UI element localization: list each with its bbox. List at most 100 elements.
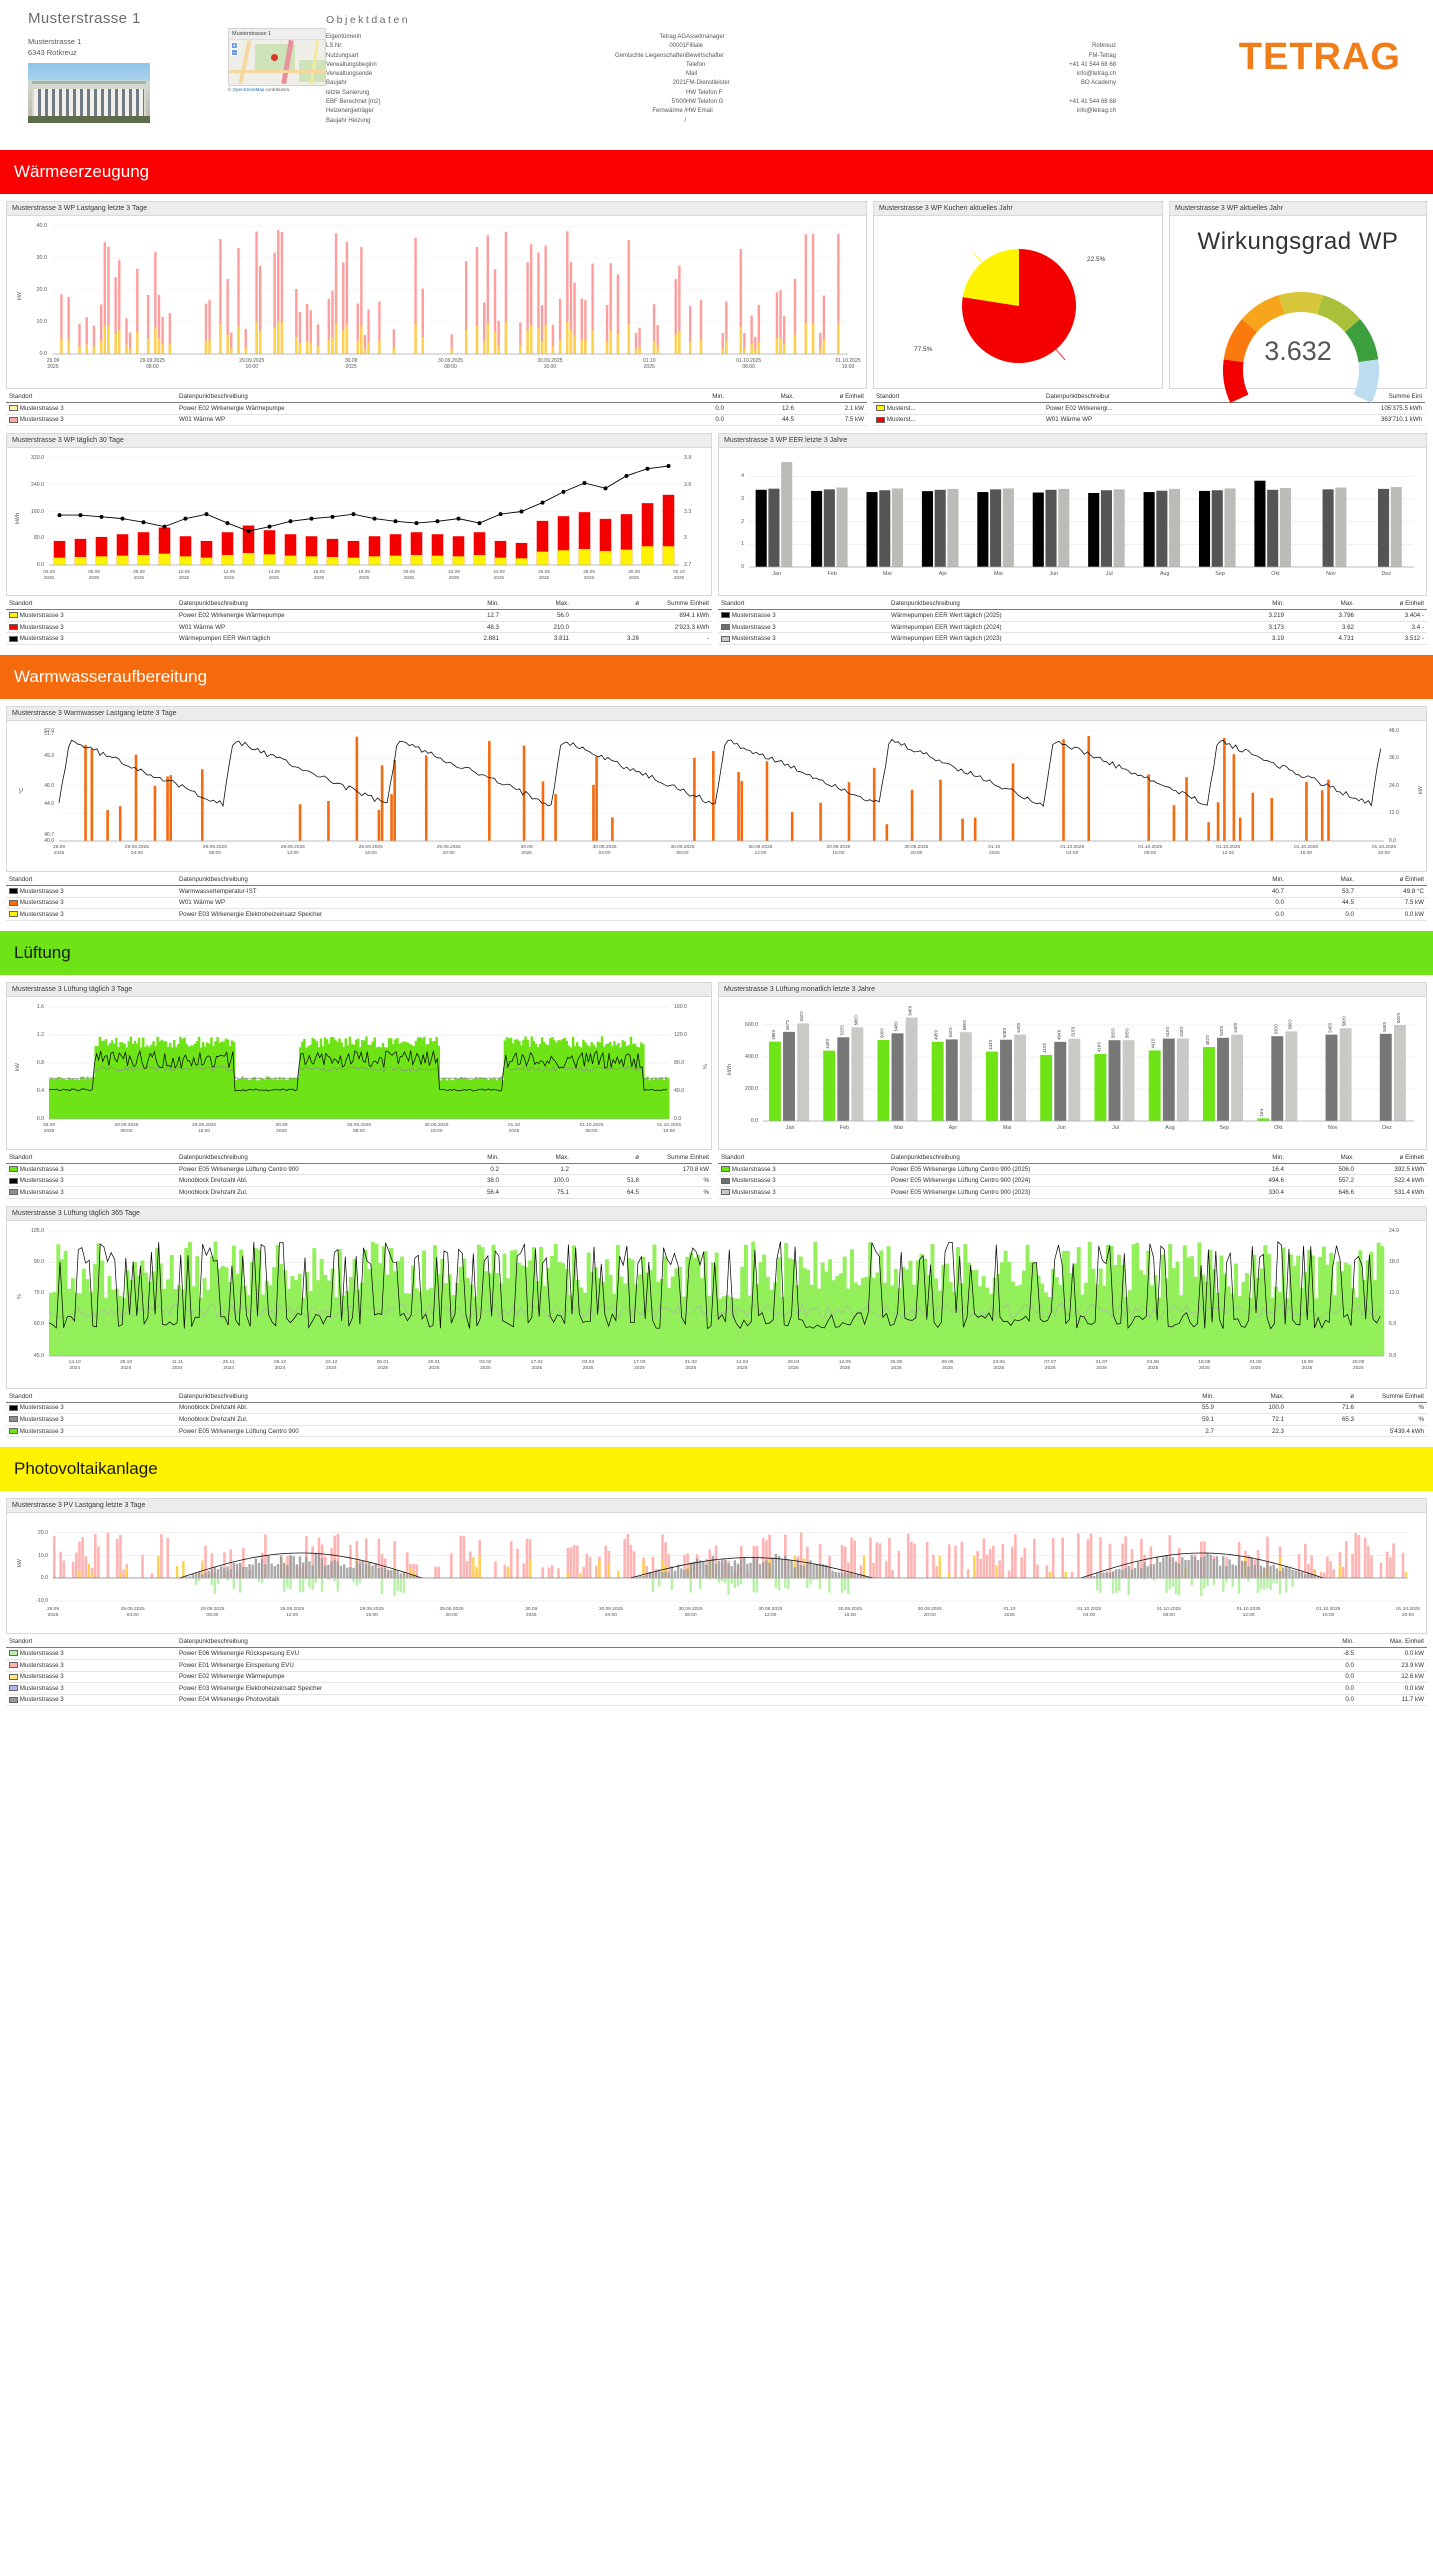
row-description: Power E03 Wirkenergie Elektroheizeinsatz… — [176, 908, 1217, 921]
map-zoom-in-button[interactable]: + — [231, 42, 238, 49]
table-row[interactable]: Musterstrasse 3 Wärmepumpen EER Wert tägl… — [6, 632, 712, 645]
table-row[interactable]: Musterstrasse 3 Power E04 Wirkenergie Pho… — [6, 1694, 1427, 1707]
field-label: Telefon — [686, 61, 706, 68]
axis-tick-label: 6.0 — [1389, 1321, 1397, 1328]
table-row[interactable]: Musterstrasse 3 Warmwassertemperatur-IST 4… — [6, 885, 1427, 898]
table-row[interactable]: Musterstrasse 3 Monoblock Drehzahl Abl. 55… — [6, 1402, 1427, 1415]
axis-tick-label: 30.09 2025 — [344, 358, 358, 370]
chart-wp-taeglich: 0.0 80.0 160.0 240.0 320.0 2.7 3 3.3 3.6 3.9 04.09… — [7, 450, 711, 595]
site-address: Musterstrasse 1 6343 Rotkreuz — [28, 36, 228, 59]
axis-tick-label: Nov — [1327, 1124, 1338, 1131]
axis-tick-label: 04.09 2025 — [43, 569, 55, 581]
chart-svg — [48, 1006, 670, 1120]
axis-tick-label: 03.02 2025 — [479, 1359, 492, 1371]
data-field-row: EBF Berechnet [m2] 5'000 — [326, 98, 686, 107]
svg-text:494'6: 494'6 — [1056, 1029, 1061, 1040]
table-row[interactable]: Musterstrasse 3 Power E05 Wirkenergie Lüf… — [718, 1174, 1427, 1187]
map-canvas[interactable]: + – — [229, 40, 325, 84]
row-value: 646.6 — [1287, 1186, 1357, 1199]
row-value: 12.6 — [727, 402, 797, 415]
row-value: 44.5 — [727, 414, 797, 427]
map-zoom-controls[interactable]: + – — [231, 42, 238, 56]
column-header: Summe Einl — [1355, 391, 1425, 403]
axis-tick-label: 200.0 — [745, 1085, 758, 1092]
waerme-row-2: Musterstrasse 3 WP täglich 30 Tage 0.0 80… — [0, 433, 1433, 597]
table-row[interactable]: Musterst... W01 Wärme WP 363'710.1 kWh — [873, 414, 1425, 427]
panel-lu-monatlich: Musterstrasse 3 Lüftung monatlich letzte… — [718, 981, 1427, 1150]
axis-tick-label: Feb — [839, 1124, 850, 1131]
data-field-row: Bewirtschafter FM-Tetrag — [686, 52, 1116, 61]
column-header: Max. — [502, 598, 572, 611]
axis-tick-label: Mar — [893, 1124, 904, 1131]
axis-tick-label: Jan — [785, 1124, 795, 1131]
table-row[interactable]: Musterstrasse 3 Power E05 Wirkenergie Lüf… — [6, 1425, 1427, 1438]
table-row[interactable]: Musterstrasse 3 W01 Wärme WP 48.3 210.0 2'92… — [6, 621, 712, 634]
map-attribution[interactable]: © OpenStreetMap contributors. — [228, 86, 326, 92]
assetmanager-column: Assetmanager Filliale Rotkreuz Bewirtschaft… — [686, 14, 1116, 140]
gauge-title: Wirkungsgrad WP — [1197, 228, 1399, 255]
gauge-band — [1223, 319, 1258, 363]
table-row[interactable]: Musterstrasse 3 Power E03 Wirkenergie Ele… — [6, 908, 1427, 921]
row-value: 12.6 kW — [1357, 1671, 1427, 1684]
series-color-swatch — [9, 1685, 18, 1692]
table-row[interactable]: Musterstrasse 3 Power E05 Wirkenergie Lüf… — [718, 1163, 1427, 1176]
table-row[interactable]: Musterstrasse 3 Power E02 Wirkenergie Wär… — [6, 609, 712, 622]
row-standort: Musterstrasse 3 — [6, 1163, 176, 1176]
axis-tick-label: 07.07 2025 — [1044, 1359, 1057, 1371]
axis-tick-label: 400.0 — [745, 1053, 758, 1060]
axis-tick-label: 0.0 — [1389, 837, 1396, 844]
axis-tick-label: Sep — [1219, 1124, 1229, 1131]
table-row[interactable]: Musterstrasse 3 Power E06 Wirkenergie Rüc… — [6, 1647, 1427, 1660]
table-row[interactable]: Musterstrasse 3 Wärmepumpen EER Wert tägl… — [718, 621, 1427, 634]
panel-ww-lastgang: Musterstrasse 3 Warmwasser Lastgang letz… — [6, 705, 1427, 872]
building-photo — [28, 62, 150, 123]
axis-tick-label: 29.09.2025 12:00 — [280, 844, 305, 856]
axis-tick-label: 30.09.2025 16:00 — [424, 1122, 449, 1134]
table-row[interactable]: Musterstrasse 3 Power E05 Wirkenergie Lüf… — [6, 1163, 712, 1176]
axis-tick-label: 31.03 2025 — [684, 1359, 697, 1371]
field-label: Baujahr Heizung — [326, 117, 371, 124]
row-standort: Musterstrasse 3 — [6, 632, 176, 645]
table-row[interactable]: Musterst... Power E02 Wirkenergi... 105'37… — [873, 402, 1425, 415]
row-value: 12.7 — [432, 609, 502, 622]
map-widget[interactable]: Musterstrasse 1 + – — [228, 28, 326, 86]
map-zoom-out-button[interactable]: – — [231, 49, 238, 56]
row-standort: Musterstrasse 3 — [718, 1174, 888, 1187]
chart-svg — [749, 462, 1414, 568]
table-row[interactable]: Musterstrasse 3 Monoblock Drehzahl Zul. 59… — [6, 1413, 1427, 1426]
axis-tick-label: 0.8 — [36, 1059, 44, 1066]
axis-tick-label: 29.09.2025 04:00 — [120, 1607, 145, 1619]
table-row[interactable]: Musterstrasse 3 Power E03 Wirkenergie Ele… — [6, 1682, 1427, 1695]
table-row[interactable]: Musterstrasse 3 Power E05 Wirkenergie Lüf… — [718, 1186, 1427, 1199]
column-header: Standort — [6, 1151, 176, 1164]
row-standort: Musterstrasse 3 — [6, 1174, 176, 1187]
table-row[interactable]: Musterstrasse 3 W01 Wärme WP 0.0 44.5 7.5 kW — [6, 897, 1427, 910]
axis-tick-label: 48.0 — [1389, 727, 1399, 734]
openstreetmap-link[interactable]: OpenStreetMap — [232, 87, 265, 92]
table-row[interactable]: Musterstrasse 3 W01 Wärme WP 0.0 44.5 7.5 kW — [6, 414, 867, 427]
chart-wp-kuchen: 22.5% 77.5% — [874, 218, 1162, 388]
map-container[interactable]: Musterstrasse 1 + – © OpenStreetMap c — [228, 10, 326, 140]
axis-tick-label: 46.0 — [44, 782, 54, 789]
panel-title: Musterstrasse 3 Warmwasser Lastgang letz… — [7, 706, 1426, 721]
svg-text:646'6: 646'6 — [908, 1005, 913, 1016]
table-row[interactable]: Musterstrasse 3 Monoblock Drehzahl Zul. 56… — [6, 1186, 712, 1199]
axis-tick-label: 20.0 — [36, 287, 48, 293]
series-color-swatch — [9, 1696, 18, 1703]
field-label: Mail — [686, 71, 698, 78]
standort-label: Musterstrasse 3 — [19, 416, 64, 424]
chart-svg: 496'0 557'2 610'0 440'0 523'0 586'0 506'0 548'0… — [763, 1005, 1414, 1122]
axis-tick-label: 29.09.2025 16:00 — [239, 358, 265, 370]
field-value: +41 41 544 68 68 — [1069, 61, 1116, 68]
table-row[interactable]: Musterstrasse 3 Power E02 Wirkenergie Wär… — [6, 1671, 1427, 1684]
table-row[interactable]: Musterstrasse 3 Power E01 Wirkenergie Ein… — [6, 1659, 1427, 1672]
table-lu-taeglich: Standort Datenpunktbeschreibung Min. Max. ø S… — [6, 1151, 712, 1199]
table-row[interactable]: Musterstrasse 3 Wärmepumpen EER Wert tägl… — [718, 632, 1427, 645]
table-row[interactable]: Musterstrasse 3 Monoblock Drehzahl Abl. 38… — [6, 1174, 712, 1187]
attribution-suffix: contributors. — [264, 87, 291, 92]
field-value: +41 41 544 68 68 — [1069, 99, 1116, 106]
row-description: Power E01 Wirkenergie Einspeisung EVU — [176, 1659, 1287, 1672]
row-value: 48.3 — [432, 621, 502, 634]
table-row[interactable]: Musterstrasse 3 Wärmepumpen EER Wert tägl… — [718, 609, 1427, 622]
table-row[interactable]: Musterstrasse 3 Power E02 Wirkenergie Wär… — [6, 402, 867, 415]
